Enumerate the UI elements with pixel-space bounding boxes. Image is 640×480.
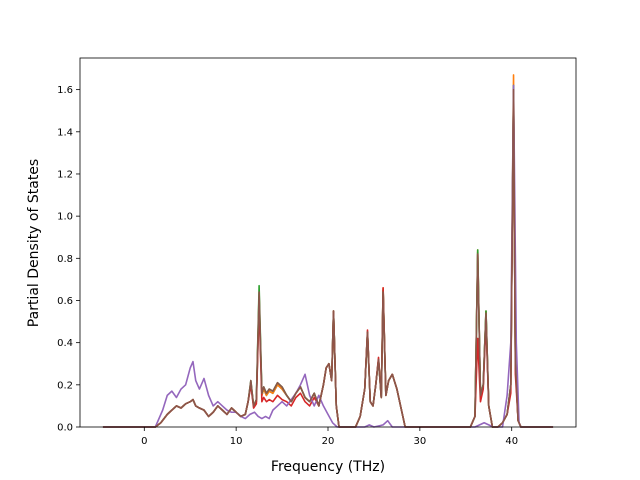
series-line-5: [102, 84, 554, 428]
x-tick-label: 10: [230, 436, 243, 447]
x-tick-label: 20: [322, 436, 335, 447]
y-tick-label: 0.8: [57, 254, 73, 265]
y-tick-label: 0.6: [57, 296, 73, 307]
y-tick-label: 1.0: [57, 212, 73, 223]
y-tick-label: 0.4: [57, 338, 73, 349]
y-axis-label: Partial Density of States: [26, 159, 42, 327]
y-tick-label: 0.2: [57, 380, 73, 391]
y-tick-label: 0.0: [57, 423, 73, 434]
y-axis-ticks: 0.0 0.2 0.4 0.6 0.8 1.0 1.2 1.4 1.6: [57, 85, 80, 434]
x-axis-ticks: 0 10 20 30 40: [141, 427, 518, 447]
x-tick-label: 30: [413, 436, 426, 447]
x-axis-label: Frequency (THz): [271, 459, 385, 475]
y-tick-label: 1.6: [57, 85, 73, 96]
plot-area: [79, 57, 577, 428]
series-line-6: [102, 88, 554, 428]
y-tick-label: 1.4: [57, 127, 73, 138]
x-tick-label: 0: [141, 436, 147, 447]
y-tick-label: 1.2: [57, 169, 73, 180]
x-tick-label: 40: [505, 436, 518, 447]
